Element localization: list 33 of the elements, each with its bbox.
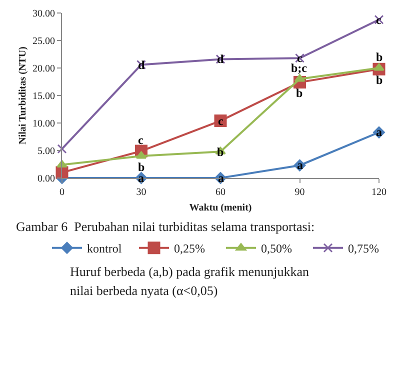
x-tick-label: 30 [136,187,146,198]
annotation: c [218,114,224,128]
point [57,144,67,154]
annotation: b [376,50,383,64]
annotation: a [376,125,382,139]
annotation: b [138,160,145,174]
x-tick-label: 90 [294,187,305,198]
legend-label: 0,25% [174,242,205,256]
x-axis-title: Waktu (menit) [189,202,252,214]
annotation: a [218,171,224,185]
annotation: a [138,171,144,185]
y-tick-label: 30.00 [32,8,55,20]
y-tick-label: 15.00 [32,91,55,102]
y-tick-label: 25.00 [32,36,55,47]
y-tick-label: 0.00 [38,174,55,184]
legend-label: 0,50% [261,242,292,256]
y-tick-label: 20.00 [32,64,55,74]
annotation: b [376,73,383,87]
annotation: c [138,133,144,147]
x-tick-label: 60 [216,187,226,198]
annotation: b [296,86,303,100]
y-tick-label: 5.00 [38,146,55,157]
legend-label: 0,75% [348,242,379,256]
point [374,63,384,71]
y-tick-label: 10.00 [32,118,55,130]
text: nilai berbeda nyata (α<0,05) [70,283,218,298]
text: Huruf berbeda (a,b) pada grafik menunjukkan [70,264,310,279]
text: Gambar 6 Perubahan nilai turbiditas selama transportasi: [16,219,315,234]
x-tick-label: 120 [372,187,386,198]
annotation: a [297,158,303,172]
legend-label: kontrol [87,242,122,256]
x-tick-label: 0 [60,187,64,198]
y-axis-title: Nilai Turbiditas (NTU) [18,46,28,144]
